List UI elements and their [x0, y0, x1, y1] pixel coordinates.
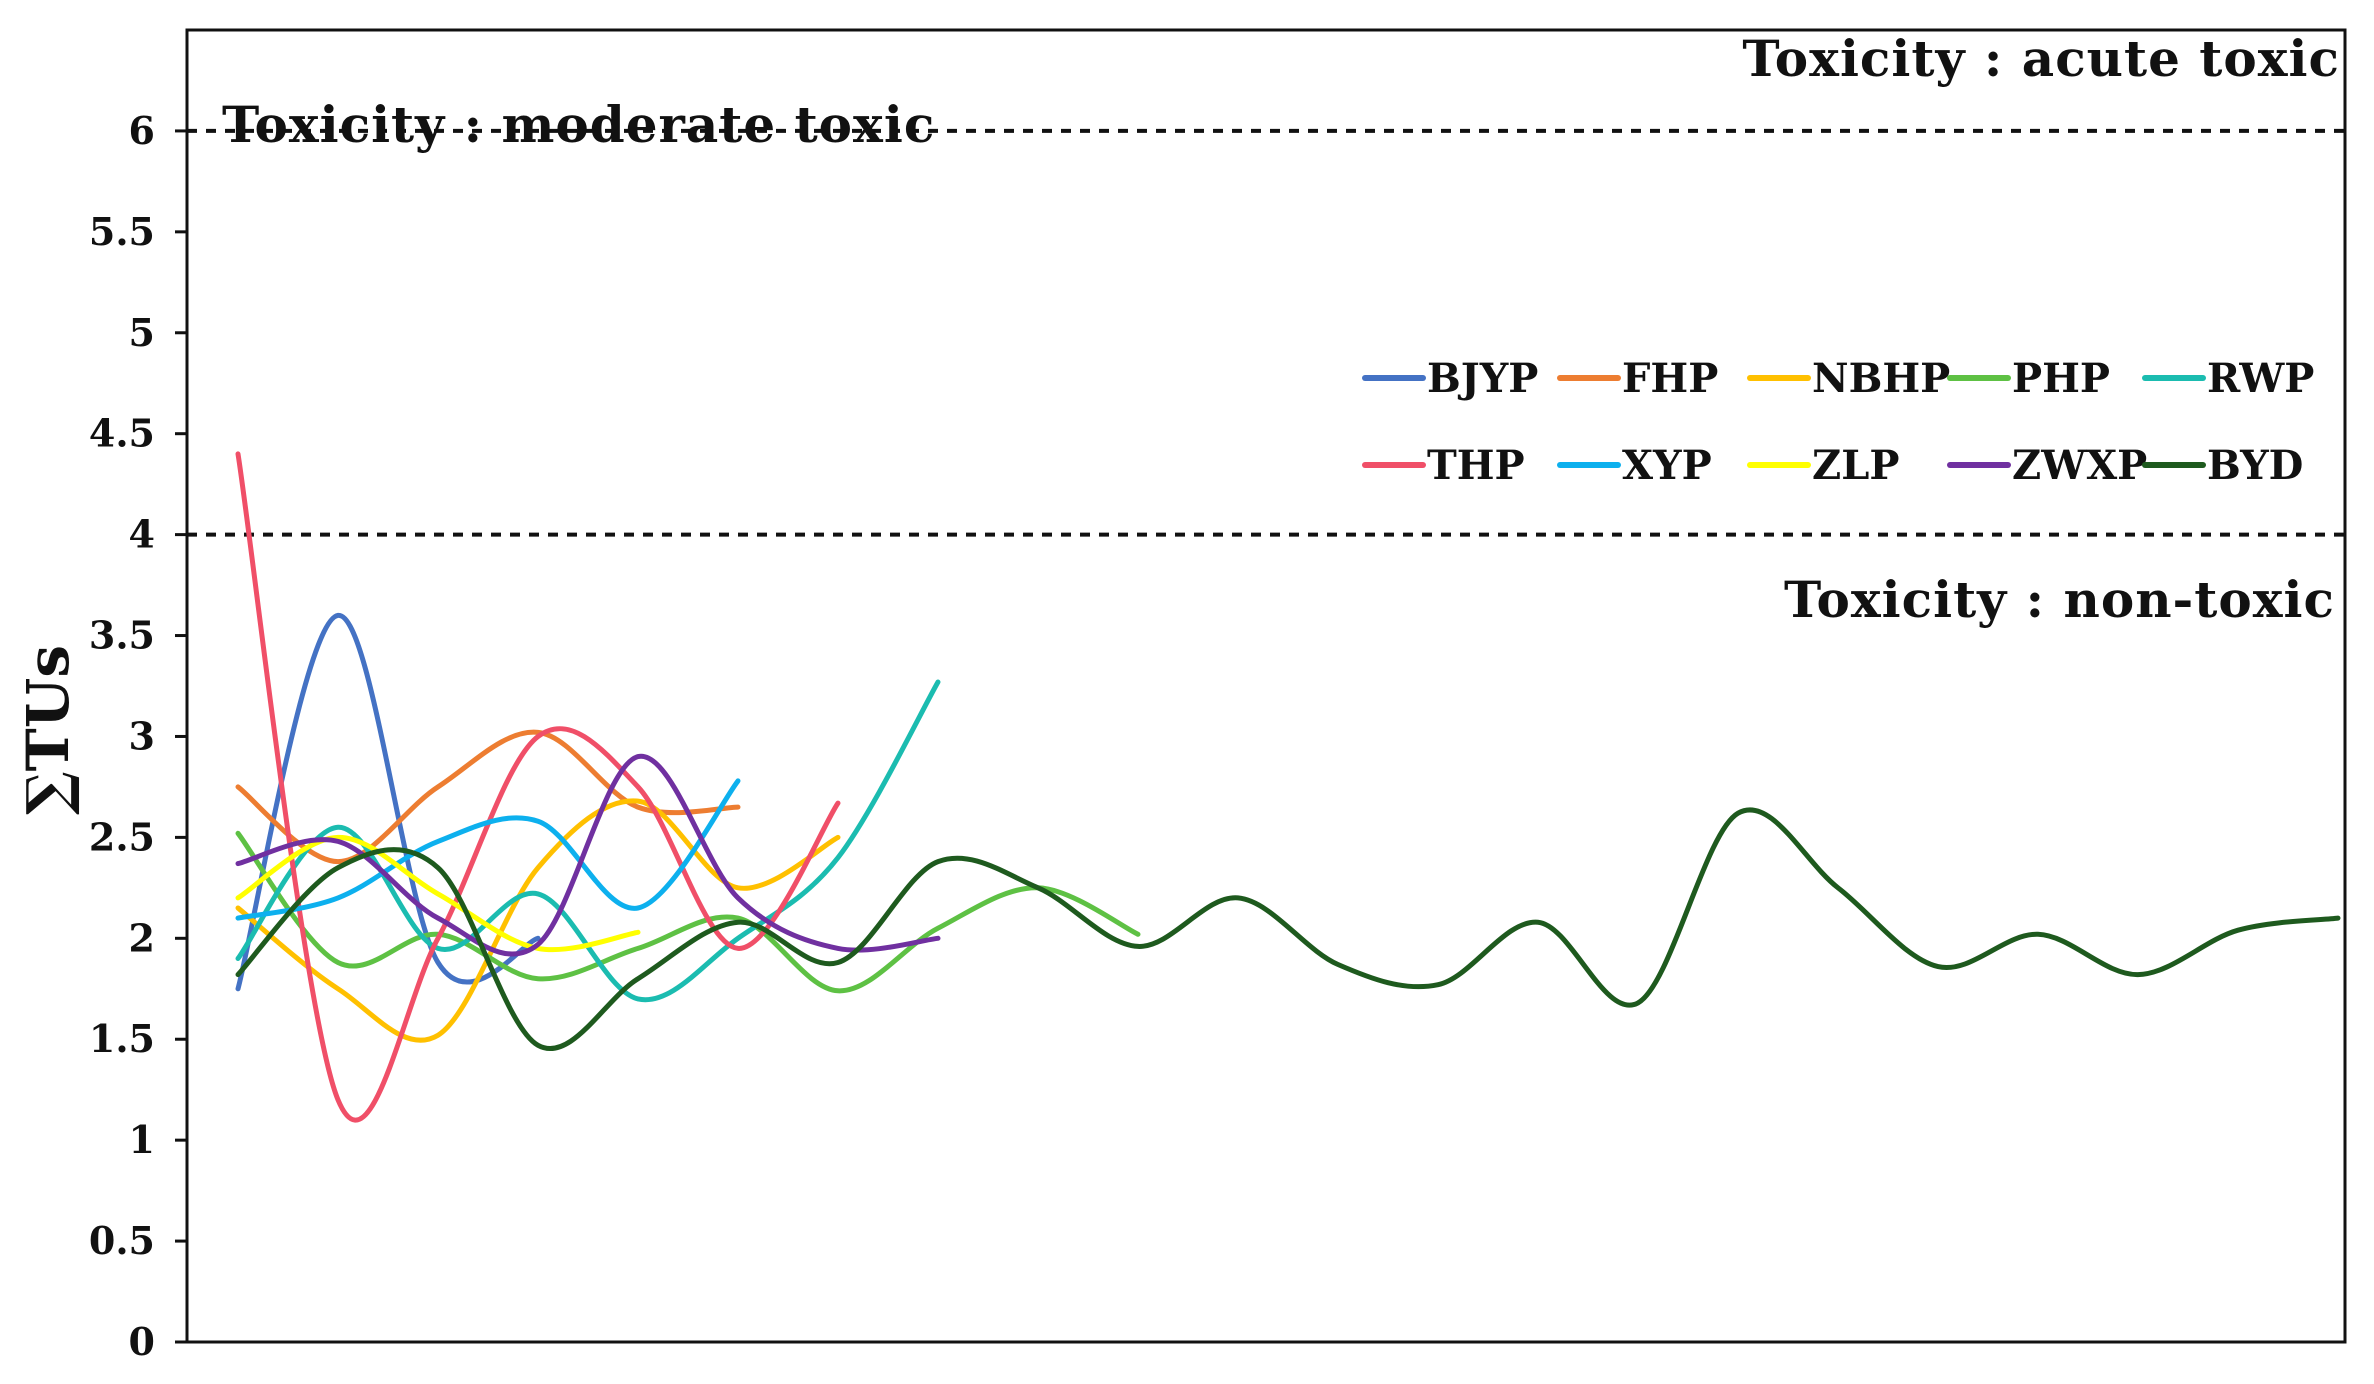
legend-item-fhp: FHP — [1557, 355, 1718, 402]
series-line-byd — [235, 807, 2341, 1051]
legend-item-zlp: ZLP — [1747, 442, 1899, 489]
plot-frame — [185, 28, 2347, 1344]
y-axis-label: ∑TUs — [14, 645, 82, 815]
legend-item-byd: BYD — [2142, 442, 2303, 489]
legend-item-bjyp: BJYP — [1362, 355, 1538, 402]
series-line-nbhp — [235, 798, 841, 1043]
series-line-xyp — [235, 778, 741, 921]
zone-label-moderate: Toxicity : moderate toxic — [222, 95, 935, 154]
series-line-rwp — [235, 679, 941, 1003]
legend-label: ZWXP — [2012, 442, 2147, 489]
legend-label: THP — [1427, 442, 1525, 489]
zone-label-acute: Toxicity : acute toxic — [1742, 29, 2340, 88]
y-axis: 0 0.5 1 1.5 2 2.5 3 3.5 4 4.5 5 5.5 6 — [89, 108, 187, 1364]
y-tick-label: 3 — [129, 713, 155, 758]
toxicity-zone-labels: Toxicity : acute toxic Toxicity : modera… — [222, 29, 2340, 629]
legend-label: BJYP — [1427, 355, 1538, 402]
y-tick-label: 5.5 — [89, 209, 155, 254]
y-tick-label: 1 — [129, 1117, 155, 1162]
series-line-zlp — [235, 834, 641, 953]
legend-item-nbhp: NBHP — [1747, 355, 1950, 402]
series-line-fhp — [235, 729, 741, 865]
series-line-zwxp — [235, 754, 941, 957]
y-tick-label: 5 — [129, 310, 155, 355]
y-tick-label: 2 — [129, 915, 155, 960]
legend-label: ZLP — [1812, 442, 1899, 489]
series-line-thp — [235, 451, 841, 1123]
legend-label: XYP — [1622, 442, 1712, 489]
y-tick-label: 6 — [129, 108, 155, 153]
y-tick-label: 0 — [129, 1319, 155, 1364]
y-tick-label: 2.5 — [89, 814, 155, 859]
y-tick-label: 3.5 — [89, 613, 155, 658]
series-lines — [235, 451, 2341, 1123]
y-tick-label: 1.5 — [89, 1016, 155, 1061]
legend-label: PHP — [2012, 355, 2110, 402]
y-tick-label: 4.5 — [89, 411, 155, 456]
legend-item-rwp: RWP — [2142, 355, 2314, 402]
legend: BJYP FHP NBHP PHP RWP THP XYP ZLP ZWXP BYD — [1362, 355, 2314, 489]
y-tick-label: 0.5 — [89, 1218, 155, 1263]
y-tick-label: 4 — [129, 512, 155, 557]
legend-label: RWP — [2207, 355, 2314, 402]
legend-label: NBHP — [1812, 355, 1950, 402]
series-line-php — [235, 830, 1141, 994]
legend-label: BYD — [2207, 442, 2303, 489]
legend-item-xyp: XYP — [1557, 442, 1712, 489]
zone-label-non-toxic: Toxicity : non-toxic — [1784, 570, 2335, 629]
legend-label: FHP — [1622, 355, 1718, 402]
legend-item-zwxp: ZWXP — [1947, 442, 2147, 489]
legend-item-thp: THP — [1362, 442, 1525, 489]
legend-item-php: PHP — [1947, 355, 2110, 402]
